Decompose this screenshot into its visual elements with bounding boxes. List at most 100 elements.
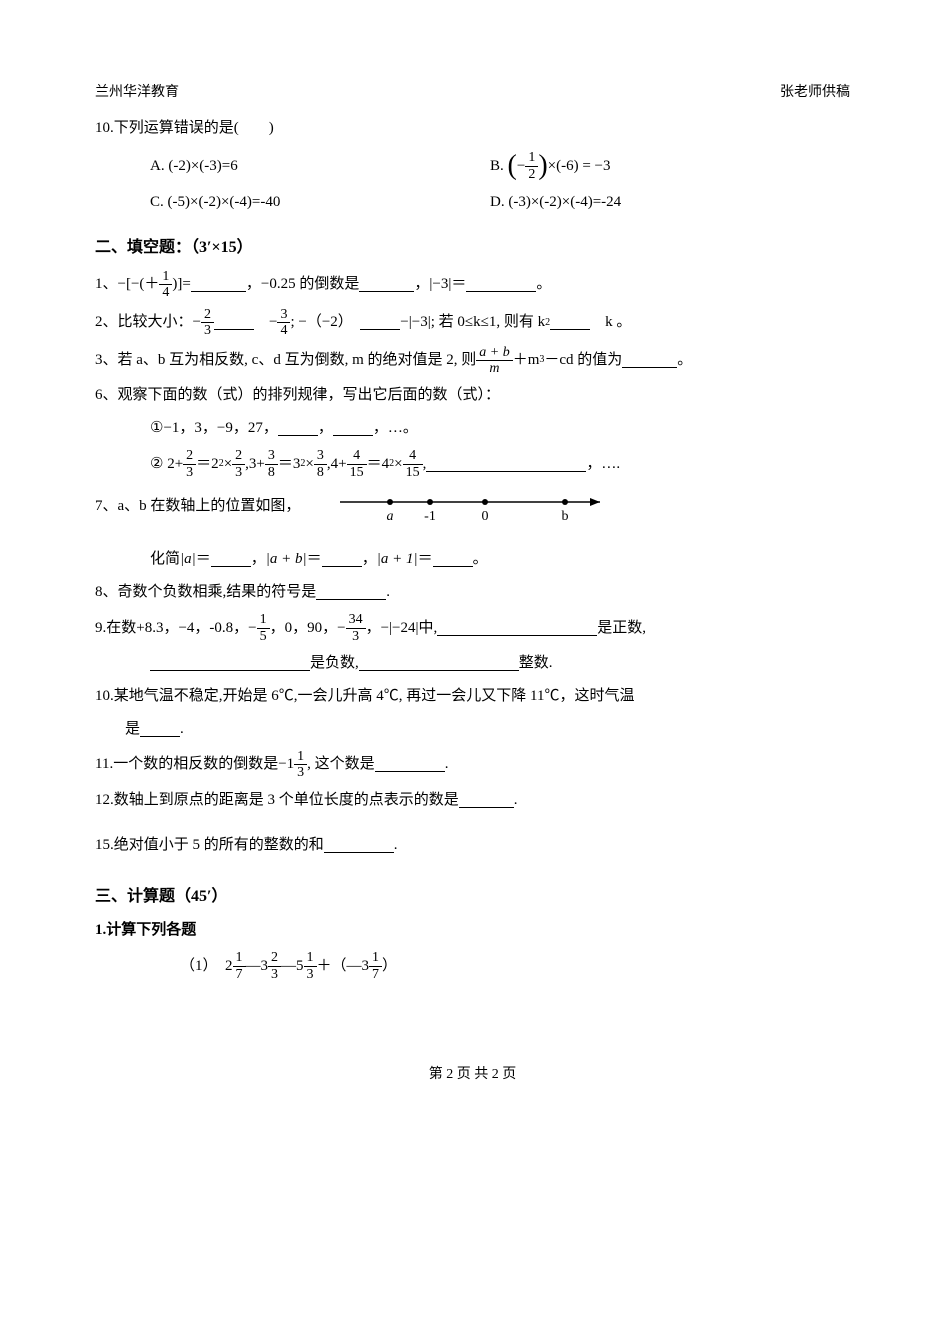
text: ＝2 [196, 451, 219, 478]
section2-title: 二、填空题：（3′×15） [95, 234, 850, 263]
text: ， [362, 546, 377, 573]
fraction: 1 2 [525, 150, 538, 182]
text: − [254, 309, 277, 336]
opt-label: A. [150, 153, 165, 180]
text: 7、a、b 在数轴上的位置如图， [95, 493, 300, 520]
frac-den: 3 [201, 323, 214, 338]
text: ＝ [196, 546, 211, 573]
blank [466, 277, 536, 292]
frac-den: 5 [257, 629, 270, 644]
frac-num: 2 [232, 448, 245, 464]
fraction: 17 [369, 950, 382, 982]
blank [433, 552, 473, 567]
fill-q7-line1: 7、a、b 在数轴上的位置如图， a-10b [95, 486, 850, 526]
fraction: 17 [233, 950, 246, 982]
fraction: 23 [268, 950, 281, 982]
blank [214, 315, 254, 330]
fraction: 13 [294, 749, 307, 781]
page-header: 兰州华洋教育 张老师供稿 [95, 80, 850, 105]
text: ; −（−2） [290, 309, 360, 336]
blank [333, 421, 373, 436]
fill-q7-line2: 化简 |a| ＝ ， |a + b| ＝ ， |a + 1| ＝ 。 [150, 546, 850, 573]
fill-q1: 1、−[−(＋ 1 4 )]= ，−0.25 的倒数是 ， |−3| ＝ 。 [95, 269, 850, 301]
fill-q10b-line2: 是 . [125, 716, 850, 743]
fraction: 13 [304, 950, 317, 982]
rparen-icon: ) [538, 152, 547, 180]
text: 是正数, [597, 615, 646, 642]
text: . [445, 751, 449, 778]
text: k 。 [590, 309, 631, 336]
fraction: 1 4 [159, 269, 172, 301]
q10-option-a: A. (-2)×(-3)=6 [150, 148, 430, 184]
fill-q6-sub1: ①−1，3，−9，27， ， ，…。 [150, 415, 850, 442]
fill-q12: 12.数轴上到原点的距离是 3 个单位长度的点表示的数是 . [95, 787, 850, 814]
text: ② 2+ [150, 451, 183, 478]
frac-num: 1 [369, 950, 382, 966]
opt-label: D. [490, 189, 505, 216]
text: ①−1，3，−9，27， [150, 415, 278, 442]
text: 是 [125, 716, 140, 743]
text: −|−3|; 若 0≤k≤1, 则有 k [400, 309, 545, 336]
opt-text: (-5)×(-2)×(-4)=-40 [168, 189, 281, 216]
blank [360, 315, 400, 330]
text: ,4+ [327, 451, 347, 478]
svg-text:0: 0 [482, 509, 489, 524]
lparen-icon: ( [508, 152, 517, 180]
text: 8、奇数个负数相乘,结果的符号是 [95, 579, 316, 606]
fill-q11: 11.一个数的相反数的倒数是 −1 13 , 这个数是 . [95, 749, 850, 781]
text: 12.数轴上到原点的距离是 3 个单位长度的点表示的数是 [95, 787, 459, 814]
text: 15.绝对值小于 5 的所有的整数的和 [95, 832, 324, 859]
opt-label: C. [150, 189, 164, 216]
blank [140, 722, 180, 737]
text: ＝ [451, 271, 466, 298]
text: ＝4 [367, 451, 390, 478]
frac-den: 4 [277, 323, 290, 338]
fraction: 38 [265, 448, 278, 480]
fraction: 15 [257, 612, 270, 644]
opt-text: ×(-6) = −3 [548, 153, 611, 180]
frac-den: m [476, 361, 512, 376]
fraction: 415 [347, 448, 367, 480]
blank [359, 277, 414, 292]
frac-den: 15 [403, 465, 423, 480]
fill-q6-sub2: ② 2+ 23 ＝22× 23 ,3+ 38 ＝32× 38 ,4+ 415 ＝… [150, 448, 850, 480]
text: ） [382, 953, 397, 980]
fraction: a + b m [476, 345, 512, 377]
blank [459, 793, 514, 808]
text: 2、比较大小：− [95, 309, 201, 336]
abs-expr: |a| [180, 546, 196, 573]
neg-sign: − [517, 153, 525, 180]
text: —3 [246, 953, 269, 980]
q10-option-d: D. (-3)×(-2)×(-4)=-24 [490, 184, 621, 220]
frac-den: 2 [525, 167, 538, 182]
text: ， [251, 546, 266, 573]
text: ＝3 [278, 451, 301, 478]
frac-den: 3 [346, 629, 366, 644]
frac-num: 1 [257, 612, 270, 628]
frac-num: 4 [403, 448, 423, 464]
calc-subtitle: 1.计算下列各题 [95, 917, 850, 944]
abs-expr: |a + 1| [377, 546, 418, 573]
opt-text: (-3)×(-2)×(-4)=-24 [508, 189, 621, 216]
blank [550, 315, 590, 330]
number-line-svg: a-10b [330, 486, 610, 526]
text: －cd 的值为 [544, 347, 622, 374]
text: ＝ [418, 546, 433, 573]
fraction: 23 [232, 448, 245, 480]
frac-den: 7 [369, 967, 382, 982]
frac-den: 3 [294, 765, 307, 780]
frac-den: 4 [159, 285, 172, 300]
blank [437, 621, 597, 636]
page-footer: 第 2 页 共 2 页 [95, 1062, 850, 1087]
text: × [305, 451, 313, 478]
text: ＋（—3 [317, 953, 370, 980]
text: ＋m [513, 347, 540, 374]
text: × [394, 451, 402, 478]
blank [375, 757, 445, 772]
blank [622, 353, 677, 368]
number-line-diagram: a-10b [330, 486, 610, 526]
frac-num: 1 [233, 950, 246, 966]
text: 11.一个数的相反数的倒数是 [95, 751, 278, 778]
text: ，…. [586, 451, 620, 478]
text: —5 [281, 953, 304, 980]
